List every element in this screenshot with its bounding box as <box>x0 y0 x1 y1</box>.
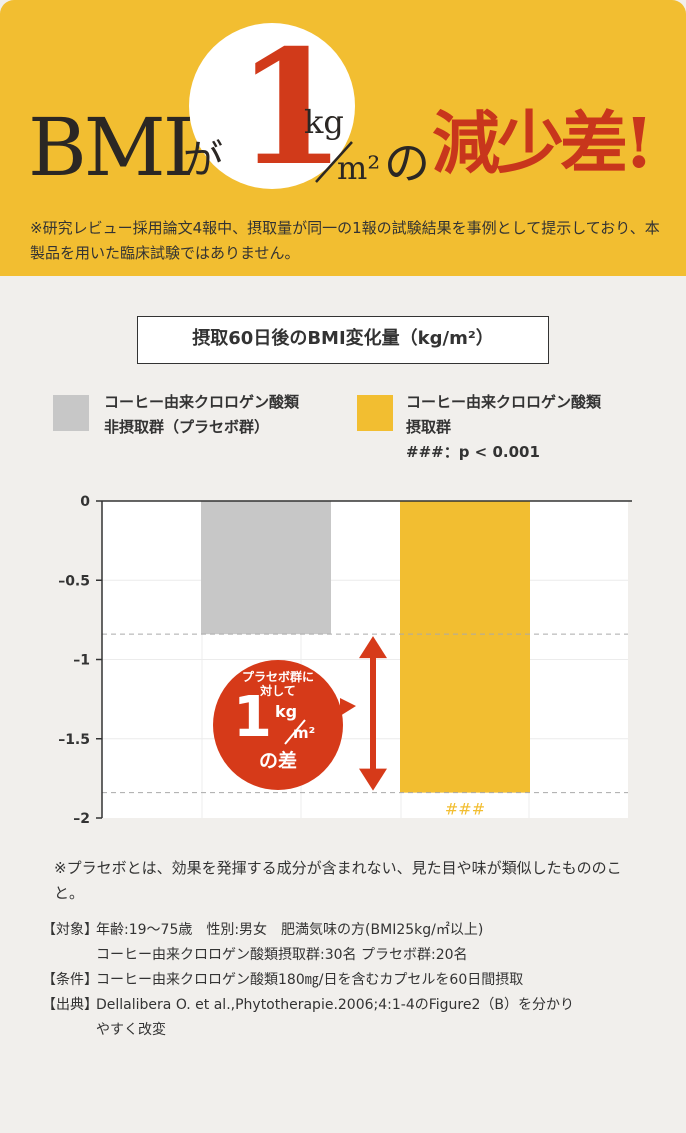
headline-value: 1 <box>236 16 346 201</box>
placebo-footnote: ※プラセボとは、効果を発揮する成分が含まれない、見た目や味が類似したもののこと。 <box>54 859 622 902</box>
bar-placebo <box>201 501 331 635</box>
difference-arrow-head-down <box>359 768 387 791</box>
legend-intake-line1: コーヒー由来クロロゲン酸類 <box>406 393 602 411</box>
condition-label: 【条件】 <box>42 972 98 988</box>
headline-bmi: BMI <box>28 101 194 194</box>
disclaimer-text: ※研究レビュー採用論文4報中、摂取量が同一の1報の試験結果を事例として提示してお… <box>30 219 660 262</box>
callout-suffix: の差 <box>258 750 297 772</box>
y-tick-label: –0.5 <box>58 573 90 589</box>
legend-intake-line2: 摂取群 <box>406 418 452 436</box>
headline-ga: が <box>183 137 223 183</box>
legend-swatch-intake <box>357 395 393 431</box>
headline-unit-bottom: m² <box>337 149 381 187</box>
callout-fraction-slash <box>284 719 306 745</box>
condition-text: Dellalibera O. et al.,Phytotherapie.2006… <box>96 997 574 1013</box>
y-tick-label: 0 <box>80 494 90 510</box>
legend-placebo-line1: コーヒー由来クロロゲン酸類 <box>104 393 300 411</box>
difference-arrow-head-up <box>359 636 387 659</box>
callout-unit-top: kg <box>275 702 298 721</box>
legend-label-intake: コーヒー由来クロロゲン酸類 摂取群 ###：p < 0.001 <box>406 390 601 465</box>
condition-text: コーヒー由来クロロゲン酸類摂取群:30名 プラセボ群:20名 <box>96 947 468 963</box>
headline-unit-top: kg <box>304 103 344 141</box>
condition-row: コーヒー由来クロロゲン酸類摂取群:30名 プラセボ群:20名 <box>42 943 468 967</box>
condition-label: 【出典】 <box>42 997 98 1013</box>
bar-intake <box>400 501 530 793</box>
callout-value: 1 <box>233 685 272 750</box>
headline-circle <box>189 23 355 189</box>
legend-label-placebo: コーヒー由来クロロゲン酸類 非摂取群（プラセボ群） <box>104 390 299 440</box>
headline-banner: BMI が 1 kg m² の 減少差! ※研究レビュー採用論文4報中、摂取量が… <box>0 0 686 276</box>
condition-row: やすく改変 <box>42 1018 166 1042</box>
significance-label: ### <box>445 800 485 819</box>
condition-label: 【対象】 <box>42 922 98 938</box>
y-tick-label: –2 <box>73 811 90 827</box>
condition-text: 年齢:19〜75歳 性別:男女 肥満気味の方(BMI25kg/㎡以上) <box>96 922 484 938</box>
condition-text: コーヒー由来クロロゲン酸類180㎎/日を含むカプセルを60日間摂取 <box>96 972 524 988</box>
y-tick-label: –1.5 <box>58 732 90 748</box>
callout-line1: プラセボ群に <box>241 670 314 684</box>
legend-swatch-placebo <box>53 395 89 431</box>
callout-line2: 対して <box>260 684 296 698</box>
legend-placebo-line2: 非摂取群（プラセボ群） <box>104 418 270 436</box>
y-tick-label: –1 <box>73 653 90 669</box>
difference-callout: プラセボ群に 対して 1 kg m² の差 <box>213 660 343 790</box>
headline-no: の <box>384 136 430 190</box>
condition-row: 【出典】Dellalibera O. et al.,Phytotherapie.… <box>42 993 574 1017</box>
legend-intake-significance: ###：p < 0.001 <box>406 443 540 461</box>
condition-row: 【対象】年齢:19〜75歳 性別:男女 肥満気味の方(BMI25kg/㎡以上) <box>42 918 483 942</box>
headline-fraction-slash <box>315 141 353 183</box>
callout-pointer <box>340 698 356 716</box>
headline-emphasis: 減少差! <box>432 104 654 184</box>
callout-unit-bottom: m² <box>293 724 316 742</box>
condition-row: 【条件】コーヒー由来クロロゲン酸類180㎎/日を含むカプセルを60日間摂取 <box>42 968 523 992</box>
condition-text: やすく改変 <box>96 1022 166 1038</box>
chart-title: 摂取60日後のBMI変化量（kg/m²） <box>137 316 549 364</box>
